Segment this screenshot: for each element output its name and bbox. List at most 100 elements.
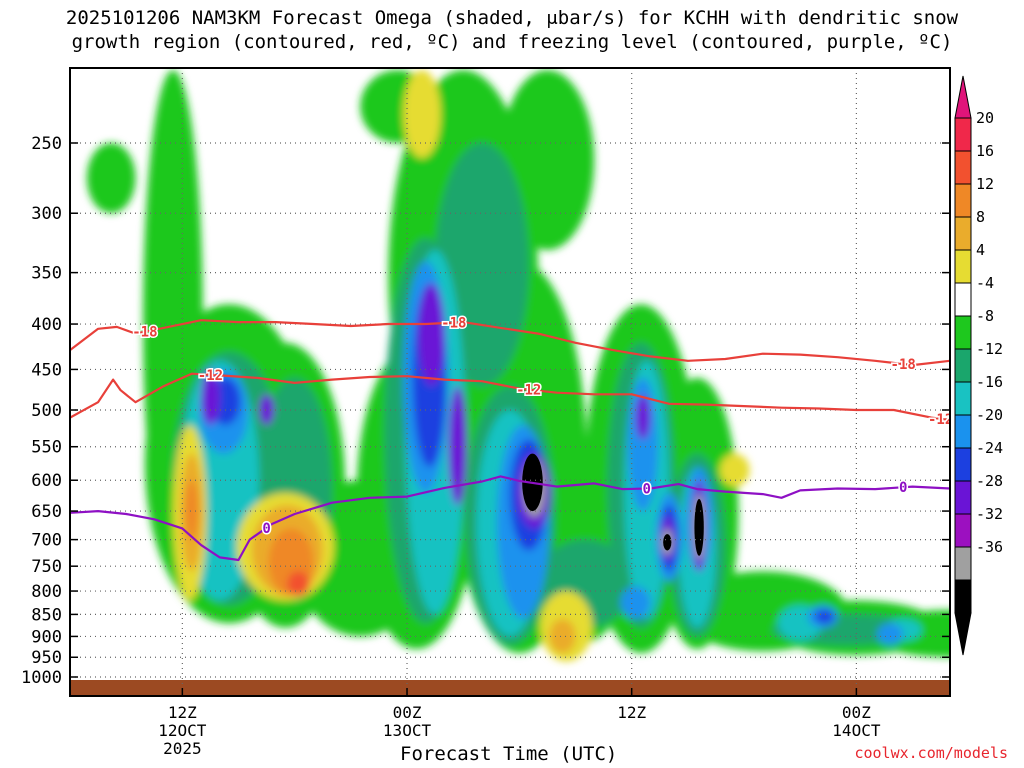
colorbar-swatch	[954, 216, 972, 251]
omega-blob	[815, 609, 834, 624]
omega-blob	[499, 48, 533, 60]
x-tick-year-label: 2025	[163, 739, 202, 758]
omega-blob	[86, 143, 136, 214]
omega-blob	[259, 394, 275, 426]
source-link[interactable]: coolwx.com/models	[854, 744, 1008, 762]
colorbar-bottom-arrow	[954, 612, 972, 656]
omega-blob	[987, 591, 1024, 661]
contour--12	[70, 372, 950, 421]
contour--18	[70, 319, 950, 367]
x-tick-date-label: 13OCT	[383, 721, 432, 740]
y-tick-label: 500	[31, 401, 62, 421]
y-tick-label: 950	[31, 648, 62, 668]
omega-blob	[635, 394, 651, 440]
omega-blob	[1006, 614, 1024, 657]
contour-label: 0	[642, 482, 650, 498]
x-axis-title: Forecast Time (UTC)	[400, 743, 618, 765]
y-tick-label: 350	[31, 264, 62, 284]
contour-label: -12	[516, 383, 541, 399]
y-tick-label: 750	[31, 557, 62, 577]
colorbar-swatch	[954, 183, 972, 218]
ground-bar	[70, 680, 950, 696]
omega-blob	[403, 70, 441, 159]
y-axis: 250 300 350 400 450 500 550 600 650 700 750 800 850 9…	[21, 134, 950, 688]
contour-label: -18	[891, 357, 916, 373]
ground-strip	[70, 680, 950, 696]
y-tick-label: 850	[31, 605, 62, 625]
colorbar-top-arrow	[954, 75, 972, 119]
colorbar-swatch	[954, 513, 972, 548]
grid-lines	[70, 68, 950, 696]
contour-layer: -18 -18 -18 -12 -12 -12 0 0 0	[70, 314, 953, 562]
omega-blob	[185, 480, 199, 540]
colorbar-label: -8	[976, 307, 994, 325]
contour-label: -12	[198, 368, 223, 384]
colorbar-label: -24	[976, 439, 1003, 457]
colorbar-swatch	[954, 249, 972, 284]
omega-blob	[448, 386, 467, 506]
x-tick-label: 00Z	[842, 703, 871, 722]
contour-label: 0	[262, 521, 270, 537]
y-tick-label: 400	[31, 315, 62, 335]
omega-shading-layer	[86, 48, 1024, 662]
colorbar-label: 8	[976, 208, 985, 226]
colorbar-swatch	[954, 150, 972, 185]
colorbar: 20 16 12 8 4 -4 -8 -12 -16 -20 -24 -28 -32 -36	[954, 75, 1003, 656]
colorbar-label: -20	[976, 406, 1003, 424]
omega-core-min	[663, 534, 672, 551]
contour-label: -12	[928, 412, 953, 428]
y-tick-label: 450	[31, 360, 62, 380]
colorbar-swatch	[954, 447, 972, 482]
contour-label: -18	[132, 325, 157, 341]
x-tick-label: 12Z	[617, 703, 646, 722]
colorbar-swatch	[954, 348, 972, 383]
colorbar-label: 12	[976, 175, 994, 193]
colorbar-label: -32	[976, 505, 1003, 523]
colorbar-label: 4	[976, 241, 985, 259]
colorbar-swatch	[954, 579, 972, 614]
colorbar-label: 20	[976, 109, 994, 127]
colorbar-swatch	[954, 381, 972, 416]
y-tick-label: 800	[31, 582, 62, 602]
colorbar-label: -4	[976, 274, 994, 292]
x-tick-label: 00Z	[393, 703, 422, 722]
contour-label: 0	[899, 480, 907, 496]
omega-blob	[287, 571, 310, 596]
omega-blob	[201, 369, 220, 426]
colorbar-swatch	[954, 480, 972, 515]
chart-title-line-2: growth region (contoured, red, ºC) and f…	[71, 31, 953, 53]
colorbar-label: -12	[976, 340, 1003, 358]
colorbar-label: -28	[976, 472, 1003, 490]
y-tick-label: 600	[31, 471, 62, 491]
omega-blob	[620, 586, 651, 619]
colorbar-swatch	[954, 282, 972, 317]
omega-blob	[719, 453, 750, 487]
colorbar-swatch	[954, 117, 972, 152]
colorbar-label: -36	[976, 538, 1003, 556]
contour-0	[70, 475, 950, 562]
contour-label: -18	[441, 316, 466, 332]
omega-blob	[549, 618, 576, 654]
chart-title-line-1: 2025101206 NAM3KM Forecast Omega (shaded…	[65, 7, 959, 29]
omega-core-min	[694, 499, 704, 556]
y-tick-label: 700	[31, 531, 62, 551]
y-tick-label: 250	[31, 134, 62, 154]
omega-blob	[627, 377, 658, 512]
omega-blob	[876, 623, 904, 645]
colorbar-swatch	[954, 546, 972, 581]
colorbar-label: -16	[976, 373, 1003, 391]
x-tick-label: 12Z	[168, 703, 197, 722]
y-tick-label: 650	[31, 502, 62, 522]
y-tick-label: 1000	[21, 668, 62, 688]
x-tick-date-label: 12OCT	[158, 721, 207, 740]
colorbar-label: 16	[976, 142, 994, 160]
y-tick-label: 550	[31, 438, 62, 458]
y-tick-label: 300	[31, 204, 62, 224]
omega-blob	[1019, 619, 1024, 653]
x-tick-date-label: 14OCT	[832, 721, 881, 740]
colorbar-swatch	[954, 414, 972, 449]
colorbar-swatch	[954, 315, 972, 350]
plot-frame	[69, 67, 951, 697]
